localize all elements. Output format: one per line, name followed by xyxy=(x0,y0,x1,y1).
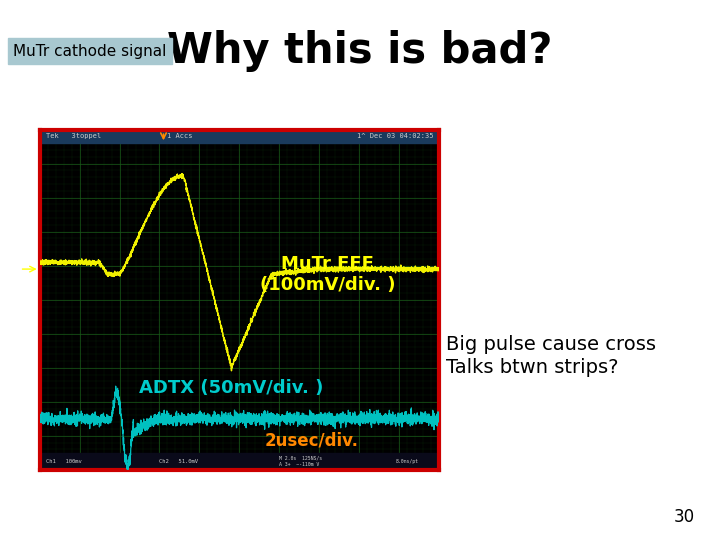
Text: 1 Accs: 1 Accs xyxy=(167,133,192,139)
Text: 8.0ns/pt: 8.0ns/pt xyxy=(396,459,419,464)
Text: Ch1   100mv: Ch1 100mv xyxy=(45,459,81,464)
Text: 2usec/div.: 2usec/div. xyxy=(264,432,359,450)
Text: 1^ Dec 03 04:02:35: 1^ Dec 03 04:02:35 xyxy=(356,133,433,139)
Text: Ch2   51.0mV: Ch2 51.0mV xyxy=(160,459,199,464)
Text: ADTX (50mV/div. ): ADTX (50mV/div. ) xyxy=(139,379,323,397)
Text: MuTr FEE
(100mV/div. ): MuTr FEE (100mV/div. ) xyxy=(260,255,395,294)
Text: MuTr cathode signal: MuTr cathode signal xyxy=(13,44,167,59)
Text: M 2.0s  125NS/s
A 3+  ~-110m V: M 2.0s 125NS/s A 3+ ~-110m V xyxy=(279,456,323,467)
Text: Big pulse cause cross
Talks btwn strips?: Big pulse cause cross Talks btwn strips? xyxy=(446,335,657,377)
Text: Why this is bad?: Why this is bad? xyxy=(167,30,553,72)
Text: 30: 30 xyxy=(674,509,695,526)
Text: Tek   3toppel: Tek 3toppel xyxy=(45,133,101,139)
Text: Baseline-baseline
~10 μsec

Rate >100kHz at BBC=1MHz in
500GeV pp.

→ Pile-up re: Baseline-baseline ~10 μsec Rate >100kHz … xyxy=(459,78,678,206)
